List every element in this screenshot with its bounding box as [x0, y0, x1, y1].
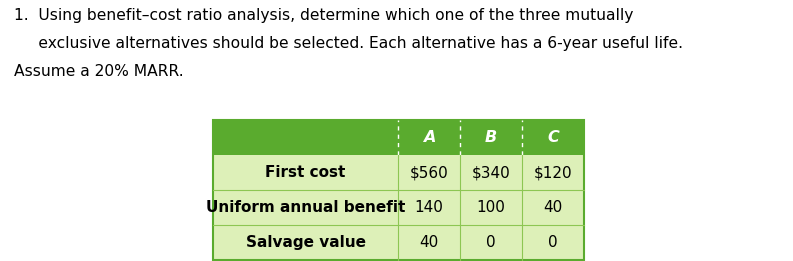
Text: $560: $560	[410, 165, 448, 180]
Bar	[213, 155, 584, 190]
Text: 0: 0	[486, 235, 496, 250]
Text: 100: 100	[477, 200, 505, 215]
Text: 40: 40	[419, 235, 439, 250]
Text: $120: $120	[534, 165, 573, 180]
Text: Salvage value: Salvage value	[246, 235, 366, 250]
Text: A: A	[423, 130, 435, 145]
Text: 140: 140	[415, 200, 443, 215]
Bar	[213, 225, 584, 260]
Text: Uniform annual benefit: Uniform annual benefit	[206, 200, 405, 215]
Bar	[213, 120, 584, 260]
Text: B: B	[485, 130, 497, 145]
Text: Assume a 20% MARR.: Assume a 20% MARR.	[14, 64, 184, 79]
Text: 0: 0	[548, 235, 557, 250]
Text: C: C	[547, 130, 559, 145]
Text: exclusive alternatives should be selected. Each alternative has a 6-year useful : exclusive alternatives should be selecte…	[14, 36, 683, 51]
Bar	[213, 190, 584, 225]
Text: 40: 40	[543, 200, 562, 215]
Bar	[213, 120, 584, 155]
Text: $340: $340	[472, 165, 511, 180]
Text: First cost: First cost	[266, 165, 346, 180]
Text: 1.  Using benefit–cost ratio analysis, determine which one of the three mutually: 1. Using benefit–cost ratio analysis, de…	[14, 8, 634, 23]
